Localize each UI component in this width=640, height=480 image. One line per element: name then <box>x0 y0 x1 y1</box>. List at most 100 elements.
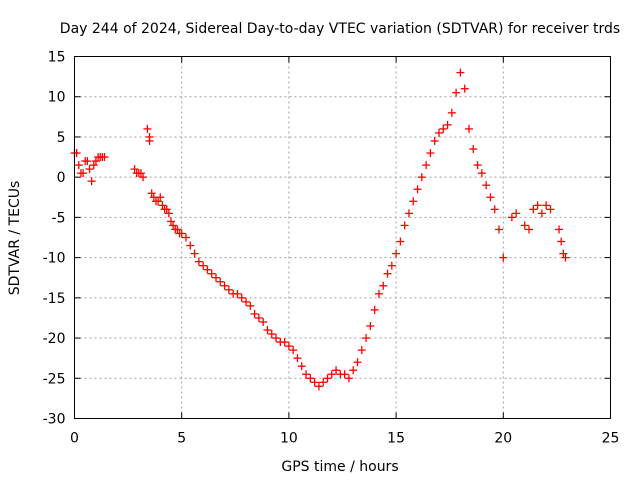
axis-ticks: 0 5 10 15 20 25 -30 -25 -20 -15 -10 -5 0 5 10 15 <box>43 50 620 447</box>
data-point <box>374 289 383 298</box>
x-tick-label: 0 <box>70 431 79 447</box>
data-point <box>542 201 551 210</box>
data-point <box>344 374 353 383</box>
data-point <box>220 281 229 290</box>
data-point <box>246 301 255 310</box>
data-point <box>439 124 448 133</box>
data-point <box>546 205 555 214</box>
chart-title: Day 244 of 2024, Sidereal Day-to-day VTE… <box>60 21 620 37</box>
data-point <box>357 346 366 355</box>
data-points <box>70 68 570 391</box>
data-point <box>477 169 486 178</box>
data-point <box>525 225 534 234</box>
data-point <box>272 334 281 343</box>
data-point <box>302 370 311 379</box>
data-point <box>460 84 469 93</box>
data-point <box>537 209 546 218</box>
data-point <box>173 225 182 234</box>
data-point <box>297 362 306 371</box>
y-tick-label: -5 <box>52 210 66 226</box>
data-point <box>237 293 246 302</box>
x-tick-label: 5 <box>177 431 186 447</box>
data-point <box>379 281 388 290</box>
data-point <box>254 313 263 322</box>
data-point <box>181 233 190 242</box>
data-point <box>473 161 482 170</box>
data-point <box>259 317 268 326</box>
data-point <box>306 374 315 383</box>
y-tick-label: 5 <box>57 130 66 146</box>
data-point <box>426 149 435 158</box>
data-point <box>327 370 336 379</box>
x-axis-label: GPS time / hours <box>281 459 398 475</box>
data-point <box>507 213 516 222</box>
data-point <box>370 305 379 314</box>
data-point <box>91 157 100 166</box>
data-point <box>413 185 422 194</box>
x-tick-label: 20 <box>494 431 512 447</box>
data-point <box>162 205 171 214</box>
y-axis-label: SDTVAR / TECUs <box>7 181 23 296</box>
x-tick-label: 15 <box>387 431 405 447</box>
data-point <box>430 136 439 145</box>
data-point <box>169 221 178 230</box>
grid-lines <box>74 56 611 419</box>
data-point <box>130 165 139 174</box>
data-point <box>499 253 508 262</box>
y-tick-label: -25 <box>43 371 66 387</box>
data-point <box>158 201 167 210</box>
data-point <box>392 249 401 258</box>
data-point <box>136 169 145 178</box>
data-point <box>529 205 538 214</box>
y-tick-label: -20 <box>43 331 66 347</box>
data-point <box>166 217 175 226</box>
data-point <box>383 269 392 278</box>
data-point <box>396 237 405 246</box>
data-point <box>464 124 473 133</box>
data-point <box>557 237 566 246</box>
data-point <box>186 241 195 250</box>
data-point <box>74 161 83 170</box>
data-point <box>164 209 173 218</box>
plot-border <box>74 56 611 419</box>
data-point <box>512 209 521 218</box>
data-point <box>447 108 456 117</box>
data-point <box>555 225 564 234</box>
data-point <box>310 378 319 387</box>
data-point <box>79 169 88 178</box>
data-point <box>561 253 570 262</box>
data-point <box>520 221 529 230</box>
data-point <box>533 201 542 210</box>
y-tick-label: 15 <box>48 50 66 66</box>
data-point <box>284 342 293 351</box>
data-point <box>319 378 328 387</box>
data-point <box>85 165 94 174</box>
data-point <box>190 249 199 258</box>
data-point <box>145 136 154 145</box>
data-point <box>486 193 495 202</box>
data-point <box>242 297 251 306</box>
data-point <box>495 225 504 234</box>
data-point <box>323 374 332 383</box>
data-point <box>177 229 186 238</box>
data-point <box>212 273 221 282</box>
y-tick-label: 10 <box>48 90 66 106</box>
data-point <box>362 334 371 343</box>
y-tick-label: -15 <box>43 291 66 307</box>
data-point <box>83 157 92 166</box>
data-point <box>207 269 216 278</box>
data-point <box>490 205 499 214</box>
x-tick-label: 10 <box>280 431 298 447</box>
data-point <box>559 249 568 258</box>
data-point <box>349 366 358 375</box>
data-point <box>72 149 81 158</box>
data-point <box>280 338 289 347</box>
data-point <box>434 128 443 137</box>
data-point <box>314 382 323 391</box>
x-tick-label: 25 <box>602 431 620 447</box>
y-tick-label: 0 <box>57 170 66 186</box>
data-point <box>263 326 272 335</box>
y-tick-label: -10 <box>43 251 66 267</box>
